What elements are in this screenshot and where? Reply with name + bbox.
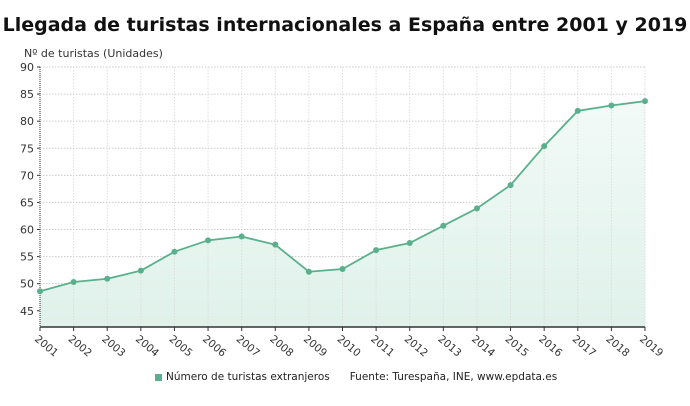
y-tick-label: 80	[20, 115, 34, 128]
x-tick-label: 2009	[301, 333, 329, 359]
data-point	[541, 143, 548, 150]
data-point	[406, 240, 413, 247]
data-point	[339, 266, 346, 273]
data-point	[37, 288, 43, 295]
x-tick-label: 2007	[234, 333, 262, 359]
y-tick-label: 90	[20, 61, 34, 74]
x-tick-label: 2011	[368, 333, 396, 359]
x-tick-label: 2010	[335, 333, 363, 359]
data-point	[205, 237, 212, 244]
x-tick-label: 2014	[469, 333, 497, 360]
data-point	[507, 182, 514, 189]
data-point	[238, 233, 245, 240]
x-tick-label: 2002	[66, 333, 94, 359]
x-tick-label: 2004	[133, 333, 161, 360]
y-tick-label: 60	[20, 224, 34, 237]
y-tick-label: 85	[20, 88, 34, 101]
data-point	[642, 98, 648, 105]
data-point	[373, 247, 380, 254]
x-tick-label: 2017	[570, 333, 598, 359]
y-tick-label: 50	[20, 278, 34, 291]
x-tick-label: 2008	[267, 333, 295, 359]
legend-swatch	[155, 373, 162, 381]
source-note: Fuente: Turespaña, INE, www.epdata.es	[349, 371, 558, 383]
data-point	[608, 102, 615, 109]
x-tick-label: 2005	[167, 333, 195, 359]
x-tick-label: 2015	[503, 333, 531, 359]
legend: Número de turistas extranjeros Fuente: T…	[155, 371, 557, 383]
data-point	[473, 205, 480, 212]
x-tick-label: 2019	[637, 333, 665, 359]
data-point	[305, 268, 312, 275]
data-point	[574, 107, 581, 114]
data-point	[70, 279, 77, 286]
y-tick-label: 75	[20, 142, 34, 155]
x-tick-label: 2016	[536, 333, 564, 360]
data-point	[440, 222, 447, 229]
y-tick-label: 65	[20, 196, 34, 209]
x-tick-label: 2001	[32, 333, 60, 359]
x-tick-label: 2006	[200, 333, 228, 360]
y-tick-label: 55	[20, 251, 34, 264]
x-tick-label: 2013	[435, 333, 463, 359]
y-tick-label: 45	[20, 305, 34, 318]
x-tick-label: 2003	[99, 333, 127, 359]
data-point	[272, 241, 279, 248]
y-axis-label: Nº de turistas (Unidades)	[24, 47, 163, 60]
data-point	[171, 248, 178, 255]
y-tick-label: 70	[20, 169, 34, 182]
series-area	[40, 101, 645, 327]
x-tick-label: 2018	[603, 333, 631, 359]
data-point	[104, 275, 111, 282]
legend-label: Número de turistas extranjeros	[166, 371, 330, 383]
chart-title: Llegada de turistas internacionales a Es…	[2, 14, 688, 36]
x-tick-label: 2012	[402, 333, 430, 359]
data-point	[137, 267, 144, 274]
